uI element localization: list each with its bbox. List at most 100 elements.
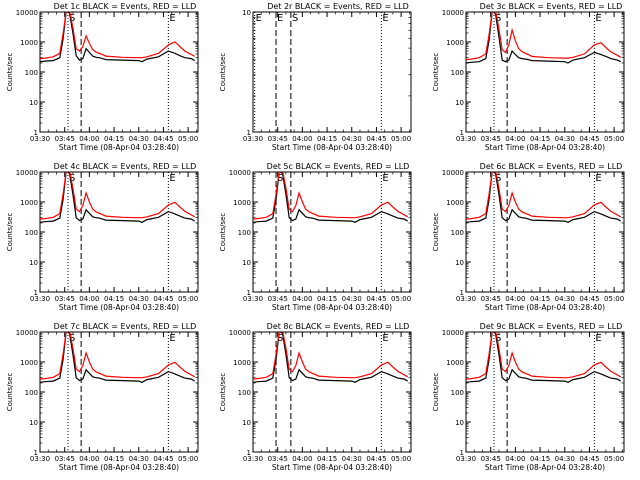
- x-tick-label: 04:45: [153, 295, 173, 303]
- y-tick-label: 1000: [20, 359, 38, 367]
- x-tick-label: 05:00: [604, 135, 624, 143]
- x-tick-label: 05:00: [178, 135, 198, 143]
- panel-det-5: Det 5c BLACK = Events, RED = LLD 1 10 100 10…: [219, 162, 412, 312]
- y-axis-label: Counts/sec: [432, 213, 440, 252]
- y-tick-label: 10: [29, 99, 38, 107]
- x-tick-label: 03:30: [30, 455, 50, 463]
- y-tick-label: 10: [455, 259, 464, 267]
- x-tick-label: 03:45: [268, 455, 288, 463]
- x-tick-label: 05:00: [604, 455, 624, 463]
- panel-title: Det 4c BLACK = Events, RED = LLD: [54, 162, 197, 171]
- x-tick-label: 04:00: [79, 295, 99, 303]
- x-axis-label: Start Time (08-Apr-04 03:28:40): [59, 143, 179, 152]
- series-line-lld: [466, 332, 621, 380]
- time-marker-label: E: [595, 13, 601, 24]
- x-tick-label: 04:00: [292, 295, 312, 303]
- x-tick-label: 04:15: [317, 295, 337, 303]
- x-tick-label: 04:45: [579, 295, 599, 303]
- panel-title: Det 8c BLACK = Events, RED = LLD: [267, 322, 410, 331]
- panel-det-2: Det 2r BLACK = Events, RED = LLD 1 10 03:30…: [219, 2, 412, 152]
- y-tick-label: 10: [242, 9, 251, 17]
- x-tick-label: 04:00: [79, 135, 99, 143]
- x-tick-label: 04:45: [579, 455, 599, 463]
- y-tick-label: 100: [25, 229, 38, 237]
- x-tick-label: 03:30: [456, 295, 476, 303]
- y-tick-label: 1: [247, 449, 251, 457]
- y-tick-label: 100: [238, 229, 251, 237]
- y-axis-label: Counts/sec: [6, 213, 14, 252]
- x-tick-label: 05:00: [604, 295, 624, 303]
- panel-title: Det 1c BLACK = Events, RED = LLD: [54, 2, 197, 11]
- y-tick-label: 1: [247, 289, 251, 297]
- x-tick-label: 04:30: [342, 455, 362, 463]
- y-tick-label: 100: [238, 389, 251, 397]
- x-tick-label: 04:30: [342, 295, 362, 303]
- time-marker-label: E: [169, 13, 175, 24]
- y-tick-label: 1000: [446, 359, 464, 367]
- series-line-lld: [466, 12, 622, 61]
- x-tick-label: 04:15: [530, 135, 550, 143]
- time-marker-label: S: [495, 333, 501, 344]
- time-marker-label: E: [256, 13, 262, 24]
- panel-title: Det 5c BLACK = Events, RED = LLD: [267, 162, 410, 171]
- y-axis-label: Counts/sec: [6, 373, 14, 412]
- y-tick-label: 1000: [233, 199, 251, 207]
- y-tick-label: 10000: [442, 9, 464, 17]
- time-marker-label: E: [382, 333, 388, 344]
- x-tick-label: 03:30: [456, 455, 476, 463]
- y-axis-label: Counts/sec: [219, 53, 227, 92]
- y-tick-label: 1: [460, 129, 464, 137]
- x-axis-label: Start Time (08-Apr-04 03:28:40): [485, 463, 605, 472]
- panel-det-6: Det 6c BLACK = Events, RED = LLD 1 10 100 10…: [432, 162, 625, 312]
- x-tick-label: 04:30: [555, 455, 575, 463]
- x-tick-label: 04:30: [129, 295, 149, 303]
- y-tick-label: 10000: [442, 169, 464, 177]
- panel-title: Det 7c BLACK = Events, RED = LLD: [54, 322, 197, 331]
- x-tick-label: 04:00: [292, 135, 312, 143]
- x-tick-label: 03:45: [268, 295, 288, 303]
- y-tick-label: 10: [242, 419, 251, 427]
- x-tick-label: 03:30: [243, 455, 263, 463]
- time-marker-label: E: [382, 173, 388, 184]
- y-tick-label: 1000: [446, 199, 464, 207]
- x-tick-label: 05:00: [391, 135, 411, 143]
- x-tick-label: 04:00: [79, 455, 99, 463]
- time-marker-label: S: [277, 333, 283, 344]
- x-tick-label: 03:45: [481, 455, 501, 463]
- y-tick-label: 10000: [16, 329, 38, 337]
- y-tick-label: 10000: [442, 329, 464, 337]
- time-marker-label: S: [69, 13, 75, 24]
- x-tick-label: 04:00: [505, 295, 525, 303]
- panel-title: Det 3c BLACK = Events, RED = LLD: [480, 2, 623, 11]
- y-tick-label: 10: [29, 419, 38, 427]
- series-line-lld: [253, 332, 408, 380]
- x-axis-label: Start Time (08-Apr-04 03:28:40): [59, 463, 179, 472]
- x-tick-label: 04:45: [366, 295, 386, 303]
- time-marker-label: S: [292, 13, 298, 24]
- x-tick-label: 03:30: [30, 295, 50, 303]
- panel-title: Det 2r BLACK = Events, RED = LLD: [267, 2, 409, 11]
- y-tick-label: 10000: [229, 169, 251, 177]
- time-marker-label: E: [595, 173, 601, 184]
- x-tick-label: 04:00: [505, 135, 525, 143]
- x-tick-label: 05:00: [391, 295, 411, 303]
- y-tick-label: 1: [34, 449, 38, 457]
- x-tick-label: 04:30: [129, 135, 149, 143]
- x-tick-label: 04:30: [342, 135, 362, 143]
- y-axis-label: Counts/sec: [6, 53, 14, 92]
- panel-title: Det 9c BLACK = Events, RED = LLD: [480, 322, 623, 331]
- panel-det-4: Det 4c BLACK = Events, RED = LLD 1 10 100 10…: [6, 162, 199, 312]
- series-line-lld: [40, 12, 195, 60]
- x-tick-label: 04:30: [555, 295, 575, 303]
- y-tick-label: 10: [29, 259, 38, 267]
- time-marker-label: S: [69, 173, 75, 184]
- y-tick-label: 100: [25, 69, 38, 77]
- x-tick-label: 04:45: [366, 135, 386, 143]
- x-tick-label: 03:30: [243, 295, 263, 303]
- x-tick-label: 03:45: [268, 135, 288, 143]
- time-marker-label: E: [169, 173, 175, 184]
- time-marker-label: S: [495, 13, 501, 24]
- time-marker-label: S: [495, 173, 501, 184]
- y-axis-label: Counts/sec: [432, 373, 440, 412]
